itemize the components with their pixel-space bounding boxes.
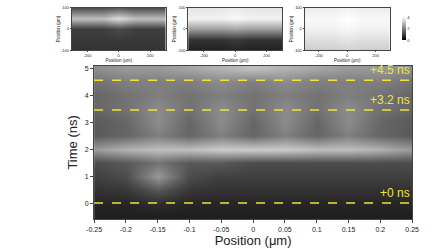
- svg-text:0.1: 0.1: [312, 226, 322, 233]
- svg-text:Position (μm): Position (μm): [334, 58, 361, 63]
- svg-text:-100: -100: [177, 48, 186, 53]
- svg-text:2: 2: [407, 26, 410, 31]
- svg-text:-0.1: -0.1: [183, 226, 195, 233]
- svg-text:0.2: 0.2: [375, 226, 385, 233]
- svg-text:0: 0: [346, 53, 349, 58]
- svg-text:4: 4: [85, 92, 89, 99]
- svg-text:100: 100: [295, 5, 302, 10]
- svg-text:-0.2: -0.2: [120, 226, 132, 233]
- svg-text:5: 5: [85, 65, 89, 72]
- svg-text:Position (μm): Position (μm): [289, 15, 294, 42]
- svg-text:0: 0: [118, 53, 121, 58]
- svg-text:+4.5 ns: +4.5 ns: [370, 63, 410, 77]
- svg-text:Position (μm): Position (μm): [56, 15, 61, 42]
- svg-text:-100: -100: [61, 48, 70, 53]
- svg-text:0.15: 0.15: [342, 226, 356, 233]
- svg-text:Position (μm): Position (μm): [215, 233, 292, 248]
- svg-text:2: 2: [85, 146, 89, 153]
- svg-text:0: 0: [407, 38, 410, 43]
- svg-text:-200: -200: [200, 53, 209, 58]
- svg-text:100: 100: [179, 5, 186, 10]
- svg-text:Time (ns): Time (ns): [65, 115, 80, 169]
- svg-text:+3.2 ns: +3.2 ns: [370, 93, 410, 107]
- svg-text:Position (μm): Position (μm): [172, 15, 177, 42]
- svg-text:3: 3: [85, 119, 89, 126]
- svg-text:-200: -200: [83, 53, 92, 58]
- svg-text:200: 200: [147, 53, 154, 58]
- svg-text:0: 0: [234, 53, 237, 58]
- svg-text:0: 0: [300, 26, 303, 31]
- svg-text:Position (μm): Position (μm): [105, 58, 132, 63]
- svg-text:1: 1: [85, 173, 89, 180]
- svg-text:-0.15: -0.15: [150, 226, 166, 233]
- svg-text:200: 200: [263, 53, 270, 58]
- svg-text:0: 0: [251, 226, 255, 233]
- svg-text:0: 0: [183, 26, 186, 31]
- svg-text:+0 ns: +0 ns: [380, 186, 410, 200]
- svg-text:-200: -200: [315, 53, 324, 58]
- svg-text:100: 100: [62, 5, 69, 10]
- svg-text:200: 200: [372, 53, 379, 58]
- svg-text:Position (μm): Position (μm): [222, 58, 249, 63]
- svg-text:-100: -100: [294, 48, 303, 53]
- svg-text:0: 0: [85, 200, 89, 207]
- svg-text:-0.25: -0.25: [86, 226, 102, 233]
- svg-text:4: 4: [407, 15, 410, 20]
- svg-text:0.05: 0.05: [278, 226, 292, 233]
- svg-text:0.25: 0.25: [405, 226, 419, 233]
- svg-text:0: 0: [67, 26, 70, 31]
- svg-text:-0.05: -0.05: [213, 226, 229, 233]
